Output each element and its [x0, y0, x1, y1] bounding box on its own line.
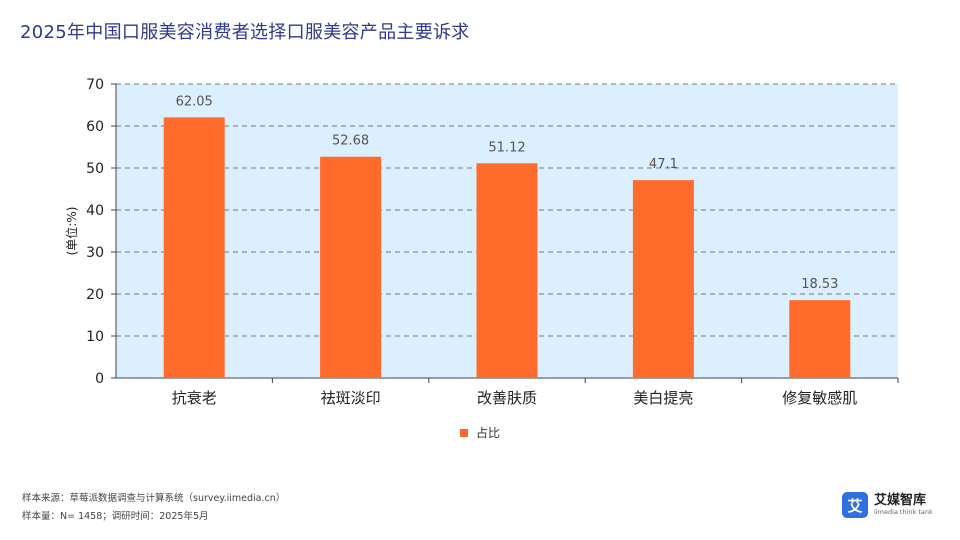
logo-icon: 艾 [842, 492, 868, 518]
y-tick-label: 60 [86, 119, 104, 135]
logo-tagline: iimedia think tank [874, 507, 933, 516]
footer-sample: 样本量：N= 1458；调研时间：2025年5月 [22, 511, 209, 522]
data-label: 62.05 [176, 94, 213, 109]
data-label: 52.68 [332, 134, 369, 149]
y-axis-label: (单位:%) [64, 207, 79, 256]
y-tick-label: 0 [95, 371, 104, 387]
bar [476, 163, 538, 378]
bar [632, 180, 694, 378]
bar [789, 300, 851, 378]
legend-label: 占比 [476, 426, 501, 440]
x-tick-label: 抗衰老 [172, 389, 217, 407]
legend: 占比 [460, 424, 500, 441]
y-tick-label: 40 [86, 203, 104, 219]
legend-swatch [460, 428, 468, 437]
x-tick-label: 祛斑淡印 [321, 389, 381, 407]
page-title: 2025年中国口服美容消费者选择口服美容产品主要诉求 [20, 22, 470, 43]
x-tick-label: 修复敏感肌 [782, 389, 857, 407]
bar [320, 156, 382, 378]
brand-logo: 艾 艾媒智库 iimedia think tank [842, 492, 933, 518]
footer-source: 样本来源：草莓派数据调查与计算系统（survey.iimedia.cn） [22, 493, 286, 504]
data-label: 51.12 [488, 140, 525, 155]
x-tick-label: 美白提亮 [633, 389, 693, 407]
data-label: 18.53 [801, 277, 838, 292]
chart-svg: 0 10 20 30 40 50 60 70 (单位:%) 62.05 抗衰老 52.68 祛斑淡印 51… [64, 77, 899, 407]
y-tick-label: 30 [86, 245, 104, 261]
bar-chart: 0 10 20 30 40 50 60 70 (单位:%) 62.05 抗衰老 52.68 祛斑淡印 51… [64, 77, 899, 407]
x-tick-label: 改善肤质 [477, 389, 537, 407]
logo-name: 艾媒智库 [874, 492, 927, 508]
data-label: 47.1 [649, 157, 678, 172]
bar [163, 117, 225, 378]
y-tick-label: 20 [86, 287, 104, 303]
y-tick-label: 50 [86, 161, 104, 177]
y-tick-label: 70 [86, 77, 104, 93]
y-tick-label: 10 [86, 329, 104, 345]
